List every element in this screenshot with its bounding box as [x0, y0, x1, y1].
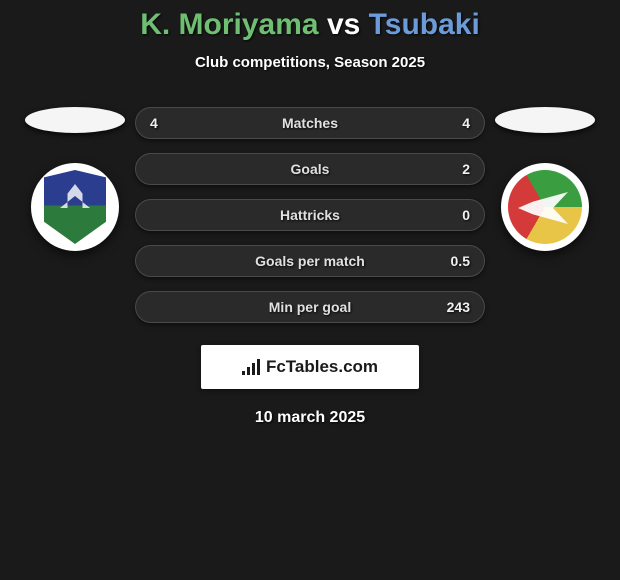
branding-text: FcTables.com: [266, 357, 378, 377]
date-label: 10 march 2025: [0, 409, 620, 427]
comparison-card: K. Moriyama vs Tsubaki Club competitions…: [0, 0, 620, 427]
stats-area: 4 Matches 4 Goals 2 Hattricks 0 Goals pe…: [0, 107, 620, 323]
left-column: [25, 107, 125, 251]
stat-label: Goals per match: [255, 253, 365, 269]
subtitle: Club competitions, Season 2025: [0, 54, 620, 71]
stat-row-min-per-goal: Min per goal 243: [135, 291, 485, 323]
player2-name: Tsubaki: [369, 8, 480, 41]
vs-text: vs: [327, 8, 360, 41]
right-column: [495, 107, 595, 251]
stat-left-value: 4: [150, 115, 182, 131]
bar-chart-icon: [242, 359, 260, 375]
stat-label: Matches: [282, 115, 338, 131]
stat-row-hattricks: Hattricks 0: [135, 199, 485, 231]
page-title: K. Moriyama vs Tsubaki: [0, 8, 620, 42]
stat-label: Goals: [291, 161, 330, 177]
stat-right-value: 2: [438, 161, 470, 177]
stat-row-goals-per-match: Goals per match 0.5: [135, 245, 485, 277]
stat-bars: 4 Matches 4 Goals 2 Hattricks 0 Goals pe…: [135, 107, 485, 323]
branding-badge[interactable]: FcTables.com: [201, 345, 419, 389]
player2-silhouette: [495, 107, 595, 133]
stat-label: Hattricks: [280, 207, 340, 223]
club-logo-left: [31, 163, 119, 251]
player1-silhouette: [25, 107, 125, 133]
player1-name: K. Moriyama: [140, 8, 318, 41]
stat-row-matches: 4 Matches 4: [135, 107, 485, 139]
stat-label: Min per goal: [269, 299, 351, 315]
stat-right-value: 0.5: [438, 253, 470, 269]
stat-right-value: 4: [438, 115, 470, 131]
stat-right-value: 0: [438, 207, 470, 223]
jef-crest-icon: [508, 170, 582, 244]
ehime-crest-icon: [44, 170, 106, 244]
club-logo-right: [501, 163, 589, 251]
stat-right-value: 243: [438, 299, 470, 315]
stat-row-goals: Goals 2: [135, 153, 485, 185]
